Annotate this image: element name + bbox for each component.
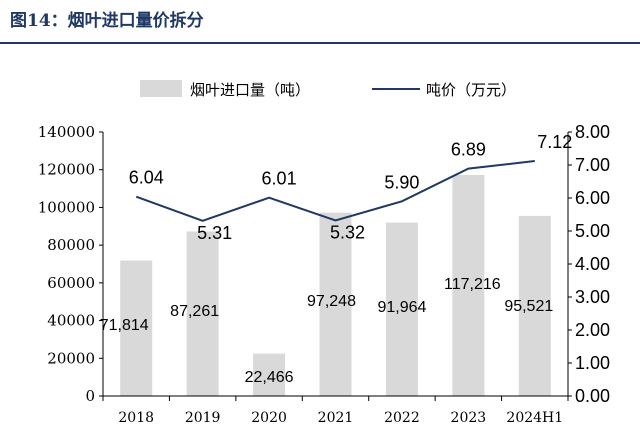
y-left-tick-label: 60000 xyxy=(47,274,95,292)
y-left-tick-label: 100000 xyxy=(38,198,95,216)
y-right-tick-label: 2.00 xyxy=(575,320,610,340)
bar-2022 xyxy=(385,222,418,396)
y-left-tick-label: 140000 xyxy=(38,123,95,141)
x-tick-label: 2020 xyxy=(251,410,287,426)
line-data-label: 6.04 xyxy=(129,168,164,188)
y-left-tick-label: 40000 xyxy=(47,312,95,330)
title-rule xyxy=(0,42,640,44)
y-right-tick-label: 3.00 xyxy=(575,287,610,307)
bar-2021 xyxy=(319,212,352,396)
y-right-tick-label: 6.00 xyxy=(575,188,610,208)
figure-title: 图14：烟叶进口量价拆分 xyxy=(10,11,204,31)
x-tick-label: 2018 xyxy=(118,410,154,426)
bar-data-label: 87,261 xyxy=(170,303,219,320)
y-right-tick-label: 7.00 xyxy=(575,155,610,175)
bar-data-label: 22,466 xyxy=(245,369,294,386)
bar-2023 xyxy=(452,174,485,396)
bar-data-label: 71,814 xyxy=(100,317,149,334)
y-right-tick-label: 5.00 xyxy=(575,221,610,241)
y-left-tick-label: 80000 xyxy=(47,236,95,254)
x-tick-label: 2019 xyxy=(185,410,221,426)
legend-swatch-bar xyxy=(140,80,182,97)
x-tick-label: 2021 xyxy=(318,410,354,426)
bar-2020 xyxy=(253,353,286,396)
line-data-label: 7.12 xyxy=(537,132,572,152)
bar-data-label: 95,521 xyxy=(504,298,553,315)
legend-label-line: 吨价（万元） xyxy=(426,81,516,99)
line-data-label: 6.89 xyxy=(451,140,486,160)
bar-data-label: 117,216 xyxy=(444,276,501,293)
legend-label-bar: 烟叶进口量（吨） xyxy=(190,81,310,99)
y-left-tick-label: 0 xyxy=(85,387,95,405)
y-right-tick-label: 0.00 xyxy=(575,386,610,406)
price-line xyxy=(135,160,535,222)
bar-data-label: 91,964 xyxy=(377,299,426,316)
bar-2024H1 xyxy=(518,215,551,396)
bar-2019 xyxy=(186,231,219,396)
y-right-tick-label: 1.00 xyxy=(575,353,610,373)
line-data-label: 5.90 xyxy=(384,172,419,192)
y-right-tick-label: 8.00 xyxy=(575,122,610,142)
x-tick-label: 2024H1 xyxy=(506,410,563,426)
y-right-tick-label: 4.00 xyxy=(575,254,610,274)
line-data-label: 5.31 xyxy=(197,223,232,243)
x-tick-label: 2022 xyxy=(384,410,420,426)
line-data-label: 6.01 xyxy=(262,169,297,189)
bar-2018 xyxy=(120,260,153,396)
y-left-tick-label: 20000 xyxy=(47,349,95,367)
line-data-label: 5.32 xyxy=(330,222,365,242)
bar-data-label: 97,248 xyxy=(307,293,356,310)
x-tick-label: 2023 xyxy=(451,410,487,426)
y-left-tick-label: 120000 xyxy=(38,161,95,179)
